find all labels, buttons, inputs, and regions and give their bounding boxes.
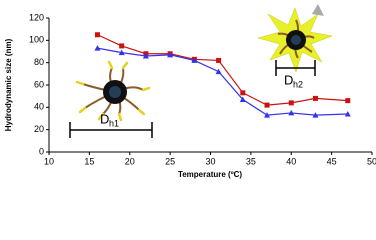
marker bbox=[264, 102, 270, 108]
marker bbox=[345, 98, 351, 104]
marker bbox=[94, 32, 100, 38]
x-tick-label: 30 bbox=[205, 156, 215, 166]
marker bbox=[239, 96, 246, 103]
y-tick-label: 60 bbox=[34, 79, 44, 89]
marker bbox=[215, 68, 222, 75]
x-tick-label: 15 bbox=[84, 156, 94, 166]
dimension-bar-2 bbox=[275, 60, 316, 76]
x-tick-label: 25 bbox=[165, 156, 175, 166]
x-tick-label: 35 bbox=[246, 156, 256, 166]
x-tick-label: 20 bbox=[125, 156, 135, 166]
nanoparticle-small bbox=[75, 60, 151, 122]
marker bbox=[142, 52, 149, 59]
marker bbox=[94, 45, 101, 51]
y-tick-label: 80 bbox=[34, 57, 44, 67]
y-tick-label: 100 bbox=[29, 35, 44, 45]
y-tick-label: 20 bbox=[34, 124, 44, 134]
marker bbox=[191, 57, 198, 63]
marker bbox=[312, 112, 319, 118]
marker bbox=[240, 90, 246, 96]
y-tick-label: 40 bbox=[34, 102, 44, 112]
y-tick-label: 0 bbox=[39, 146, 44, 156]
chart: Temperature (ºC) Hydrodynamic size (nm) … bbox=[4, 4, 376, 179]
annotation: D bbox=[284, 72, 293, 87]
x-tick-label: 10 bbox=[44, 156, 54, 166]
marker bbox=[312, 95, 318, 101]
x-tick-label: 50 bbox=[367, 156, 376, 166]
x-tick-label: 40 bbox=[286, 156, 296, 166]
dimension-bar-1 bbox=[69, 122, 153, 138]
annotation: D bbox=[100, 111, 109, 126]
annotation-subscript: h1 bbox=[109, 118, 119, 128]
marker bbox=[216, 57, 222, 63]
marker bbox=[119, 43, 125, 49]
marker bbox=[288, 100, 294, 106]
y-axis-label: Hydrodynamic size (nm) bbox=[4, 38, 13, 131]
x-axis-label: Temperature (ºC) bbox=[178, 170, 242, 179]
marker bbox=[264, 112, 271, 118]
annotation-subscript: h2 bbox=[293, 79, 303, 89]
marker bbox=[288, 109, 295, 116]
nanoparticle-heated bbox=[257, 4, 333, 73]
x-tick-label: 45 bbox=[327, 156, 337, 166]
marker bbox=[167, 51, 174, 58]
marker bbox=[118, 49, 125, 56]
y-tick-label: 120 bbox=[29, 12, 44, 22]
marker bbox=[344, 111, 351, 117]
